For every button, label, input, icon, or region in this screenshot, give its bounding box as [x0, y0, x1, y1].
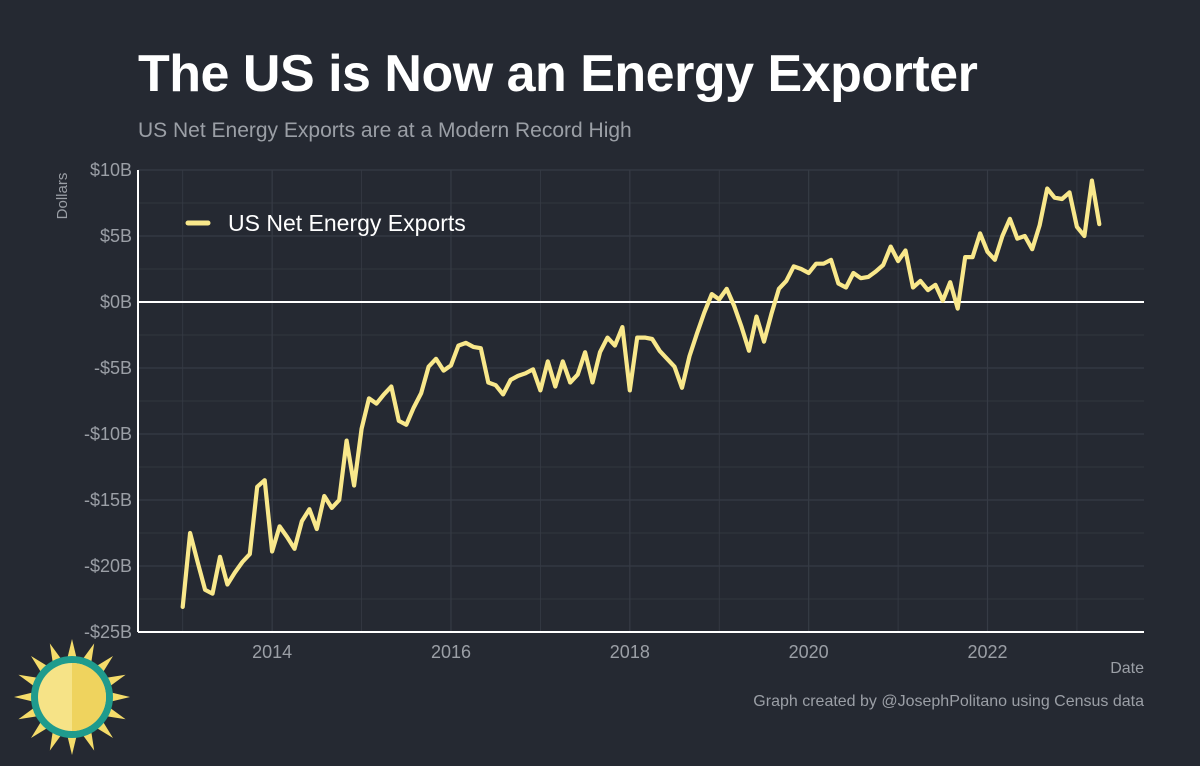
axes — [137, 170, 1144, 633]
source-caption: Graph created by @JosephPolitano using C… — [753, 693, 1144, 710]
sun-ray — [14, 692, 35, 702]
y-tick-label: -$5B — [94, 358, 132, 378]
series-layer — [180, 178, 1102, 610]
y-tick-label: $0B — [100, 292, 132, 312]
legend-label: US Net Energy Exports — [228, 210, 466, 236]
y-tick-label: -$15B — [84, 490, 132, 510]
x-tick-label: 2016 — [431, 642, 471, 662]
y-tick-label: $10B — [90, 160, 132, 180]
legend: US Net Energy Exports — [185, 210, 466, 236]
x-tick-label: 2018 — [610, 642, 650, 662]
y-tick-label: $5B — [100, 226, 132, 246]
sun-ray — [67, 639, 77, 660]
sun-logo-icon — [14, 639, 130, 755]
sun-ray — [67, 734, 77, 755]
tick-labels: -$25B -$20B -$15B -$10B -$5B $0B $5B $10B 2014 20… — [84, 160, 1008, 662]
sun-ray — [109, 692, 130, 702]
x-axis-label: Date — [1110, 660, 1144, 677]
y-axis-label: Dollars — [54, 173, 71, 220]
x-tick-label: 2020 — [789, 642, 829, 662]
chart-subtitle: US Net Energy Exports are at a Modern Re… — [138, 119, 632, 142]
y-tick-label: -$10B — [84, 424, 132, 444]
grid-lines — [138, 169, 1144, 632]
y-tick-label: -$20B — [84, 556, 132, 576]
sun-shade — [72, 663, 106, 731]
chart-title: The US is Now an Energy Exporter — [138, 45, 978, 103]
x-tick-label: 2014 — [252, 642, 292, 662]
x-tick-label: 2022 — [967, 642, 1007, 662]
series-line — [180, 178, 1102, 610]
y-tick-label: -$25B — [84, 622, 132, 642]
